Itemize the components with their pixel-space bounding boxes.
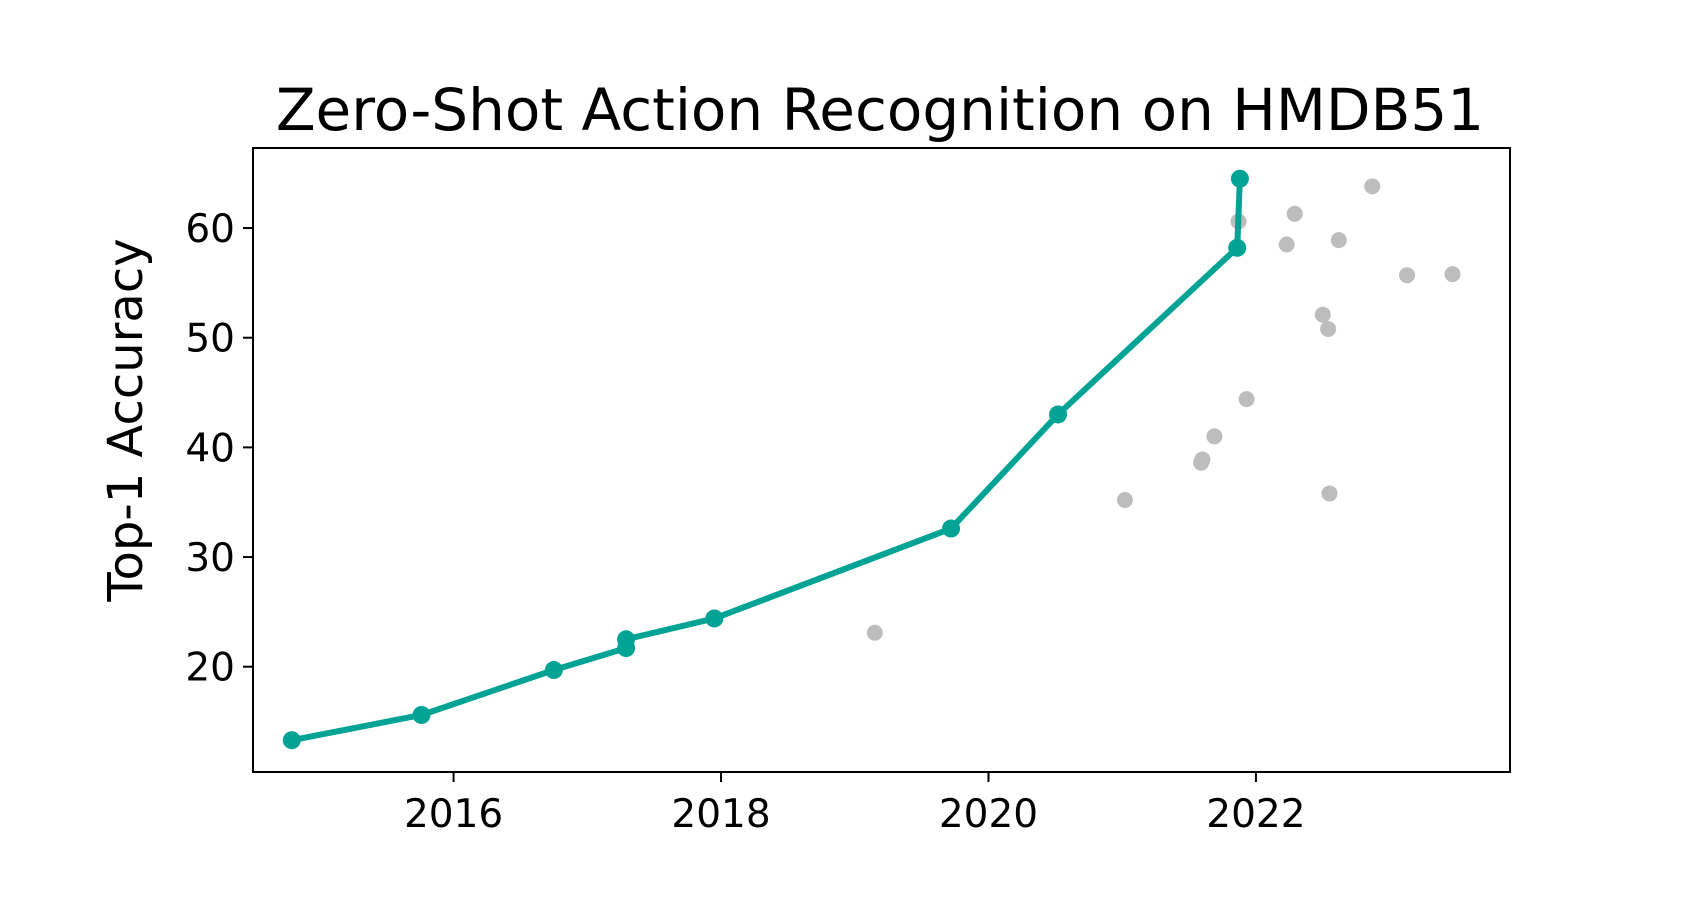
scatter-point: [1206, 428, 1223, 445]
frontier-line: [288, 175, 1243, 744]
scatter-point: [866, 624, 883, 641]
scatter-point: [1238, 391, 1255, 408]
y-tick-label: 30: [185, 536, 235, 581]
frontier-point: [1049, 405, 1068, 424]
scatter-point: [1399, 267, 1416, 284]
axes-frame: [252, 147, 1511, 773]
scatter-point: [1314, 306, 1331, 323]
y-tick-label: 40: [185, 426, 235, 471]
y-tick-label: 50: [185, 317, 235, 362]
x-tick-label: 2016: [404, 792, 503, 837]
frontier-point: [412, 705, 431, 724]
frontier-point: [942, 519, 961, 538]
scatter-point: [1278, 236, 1295, 253]
y-axis-label: Top-1 Accuracy: [98, 238, 154, 602]
chart-title: Zero-Shot Action Recognition on HMDB51: [276, 76, 1484, 144]
x-tick-label: 2018: [671, 792, 770, 837]
scatter-point: [1321, 485, 1338, 502]
scatter-point: [1286, 205, 1303, 222]
scatter-point: [1320, 320, 1337, 337]
scatter-point: [1330, 232, 1347, 249]
scatter-point: [1444, 266, 1461, 283]
scatter-point: [1364, 178, 1381, 195]
frontier-point: [617, 630, 636, 649]
scatter-point: [1194, 451, 1211, 468]
x-tick-label: 2020: [939, 792, 1038, 837]
y-tick-label: 60: [185, 207, 235, 252]
scatter-point: [1116, 492, 1133, 509]
plot-area: 2016 2018 2020 2022 20 30 40 50 60: [185, 147, 1511, 837]
y-tick-label: 20: [185, 646, 235, 691]
frontier-point: [1228, 238, 1247, 257]
frontier-point: [544, 661, 563, 680]
x-tick-label: 2022: [1206, 792, 1305, 837]
frontier-point: [705, 609, 724, 628]
frontier-point: [282, 731, 301, 750]
frontier-point: [1230, 169, 1249, 188]
